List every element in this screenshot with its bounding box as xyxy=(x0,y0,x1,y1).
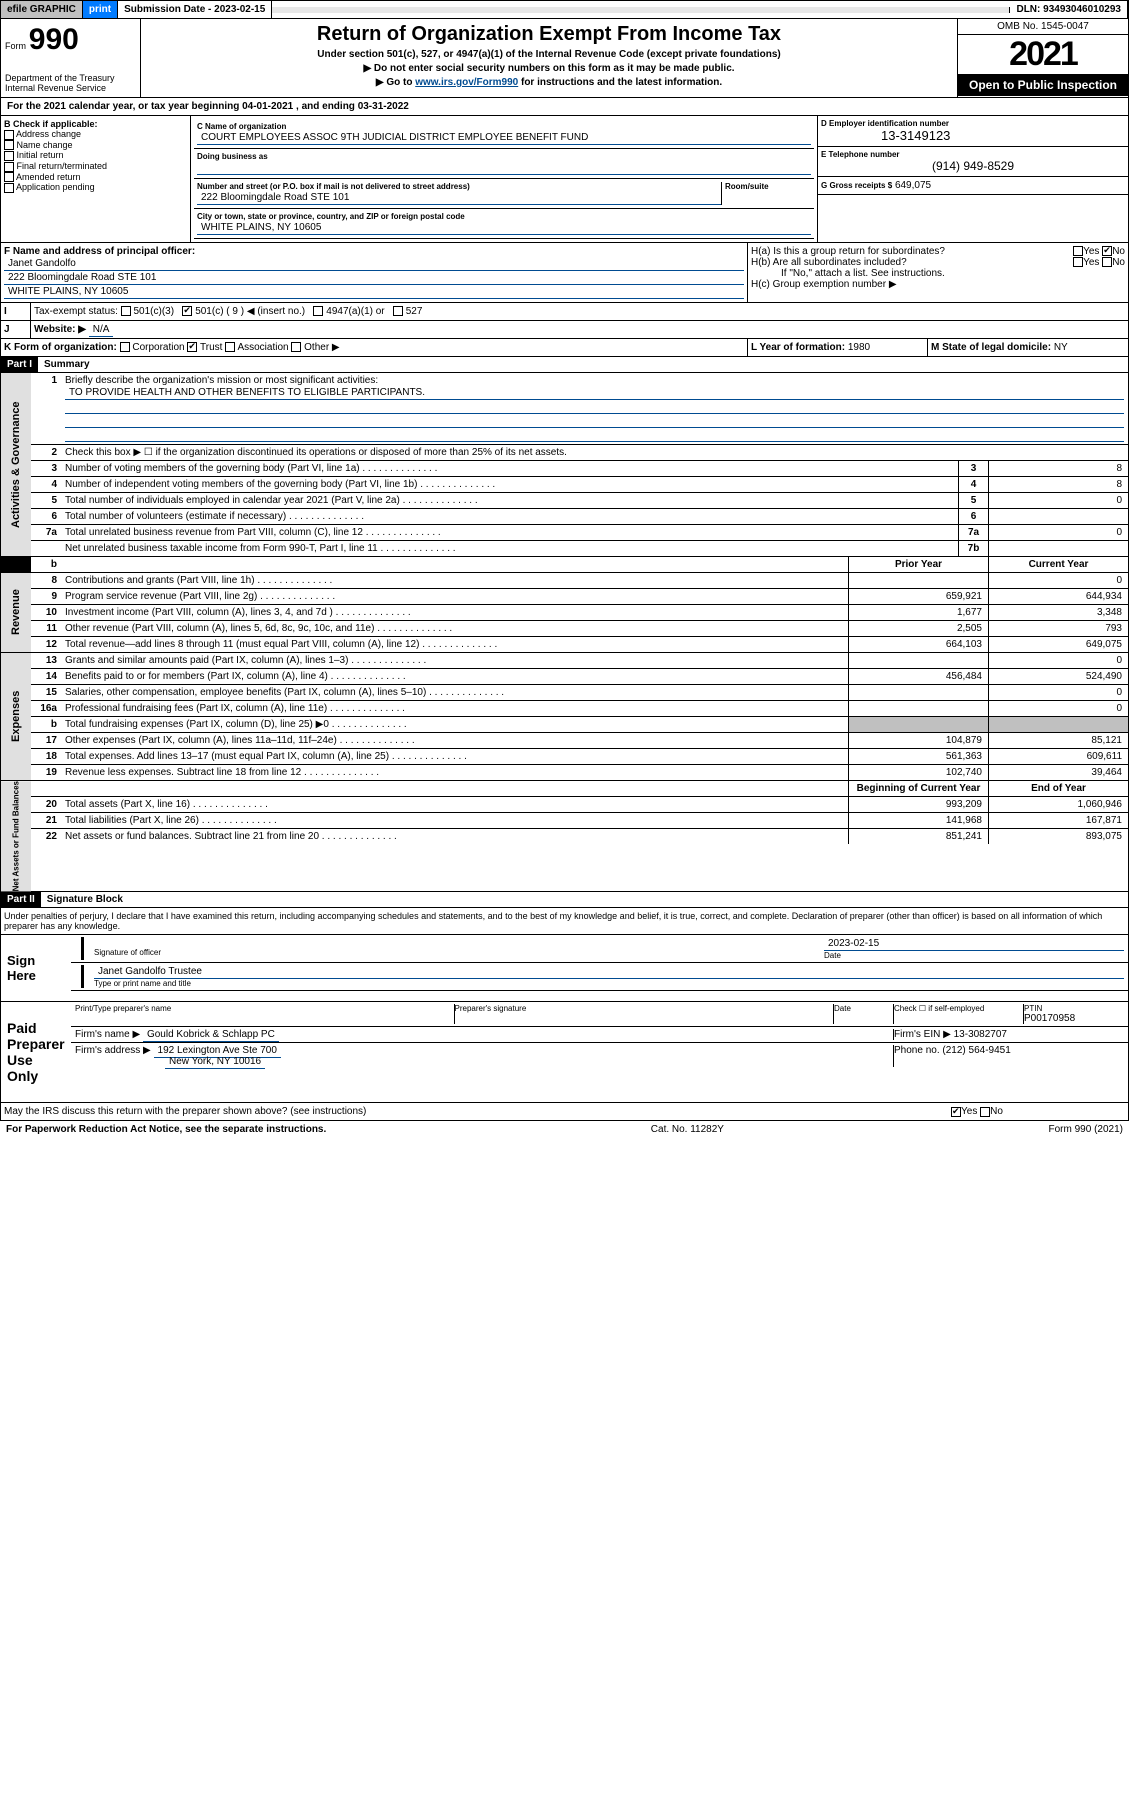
omb-number: OMB No. 1545-0047 xyxy=(958,19,1128,35)
form-label: Form xyxy=(5,41,26,51)
expenses-section: Expenses 13Grants and similar amounts pa… xyxy=(0,653,1129,781)
form-title: Return of Organization Exempt From Incom… xyxy=(145,23,953,46)
governance-tab: Activities & Governance xyxy=(1,373,31,556)
irs-link[interactable]: www.irs.gov/Form990 xyxy=(415,77,518,88)
paid-preparer-block: Paid Preparer Use Only Print/Type prepar… xyxy=(0,1002,1129,1103)
line-a: For the 2021 calendar year, or tax year … xyxy=(0,98,1129,116)
box-h: H(a) Is this a group return for subordin… xyxy=(748,243,1128,302)
section-fh: F Name and address of principal officer:… xyxy=(0,243,1129,303)
box-c: C Name of organization COURT EMPLOYEES A… xyxy=(191,116,818,242)
tax-year-line: For the 2021 calendar year, or tax year … xyxy=(1,98,415,115)
box-f: F Name and address of principal officer:… xyxy=(1,243,748,302)
line-klm: K Form of organization: Corporation Trus… xyxy=(0,339,1129,357)
subtitle-1: Under section 501(c), 527, or 4947(a)(1)… xyxy=(145,49,953,60)
line-j: J Website: ▶ N/A xyxy=(0,321,1129,339)
tax-year: 2021 xyxy=(958,35,1128,74)
efile-button[interactable]: efile GRAPHIC xyxy=(1,1,83,18)
form-header: Form 990 Department of the Treasury Inte… xyxy=(0,19,1129,98)
footer: For Paperwork Reduction Act Notice, see … xyxy=(0,1121,1129,1138)
section-bcde: B Check if applicable: Address change Na… xyxy=(0,116,1129,243)
expenses-tab: Expenses xyxy=(1,653,31,780)
discuss-line: May the IRS discuss this return with the… xyxy=(0,1103,1129,1121)
header-row: b Prior Year Current Year xyxy=(0,557,1129,573)
box-d: D Employer identification number13-31491… xyxy=(818,116,1128,242)
dept-label: Department of the Treasury Internal Reve… xyxy=(5,73,136,93)
revenue-tab: Revenue xyxy=(1,573,31,652)
part2-header: Part II Signature Block xyxy=(0,892,1129,908)
box-b: B Check if applicable: Address change Na… xyxy=(1,116,191,242)
revenue-section: Revenue 8Contributions and grants (Part … xyxy=(0,573,1129,653)
org-name: COURT EMPLOYEES ASSOC 9TH JUDICIAL DISTR… xyxy=(197,131,811,145)
print-button[interactable]: print xyxy=(83,1,118,18)
dln: DLN: 93493046010293 xyxy=(1010,1,1128,18)
line-i: I Tax-exempt status: 501(c)(3) 501(c) ( … xyxy=(0,303,1129,321)
public-inspection: Open to Public Inspection xyxy=(958,74,1128,96)
sign-here-block: Sign Here Signature of officer 2023-02-1… xyxy=(0,935,1129,1002)
form-number: 990 xyxy=(29,23,79,56)
governance-section: Activities & Governance 1 Briefly descri… xyxy=(0,373,1129,557)
subtitle-2: ▶ Do not enter social security numbers o… xyxy=(145,63,953,74)
top-bar: efile GRAPHIC print Submission Date - 20… xyxy=(0,0,1129,19)
spacer xyxy=(272,7,1010,13)
netassets-tab: Net Assets or Fund Balances xyxy=(1,781,31,891)
part1-header: Part I Summary xyxy=(0,357,1129,373)
subtitle-3: ▶ Go to www.irs.gov/Form990 for instruct… xyxy=(145,77,953,88)
declaration: Under penalties of perjury, I declare th… xyxy=(0,908,1129,935)
submission-date: Submission Date - 2023-02-15 xyxy=(118,1,272,18)
netassets-section: Net Assets or Fund Balances Beginning of… xyxy=(0,781,1129,892)
